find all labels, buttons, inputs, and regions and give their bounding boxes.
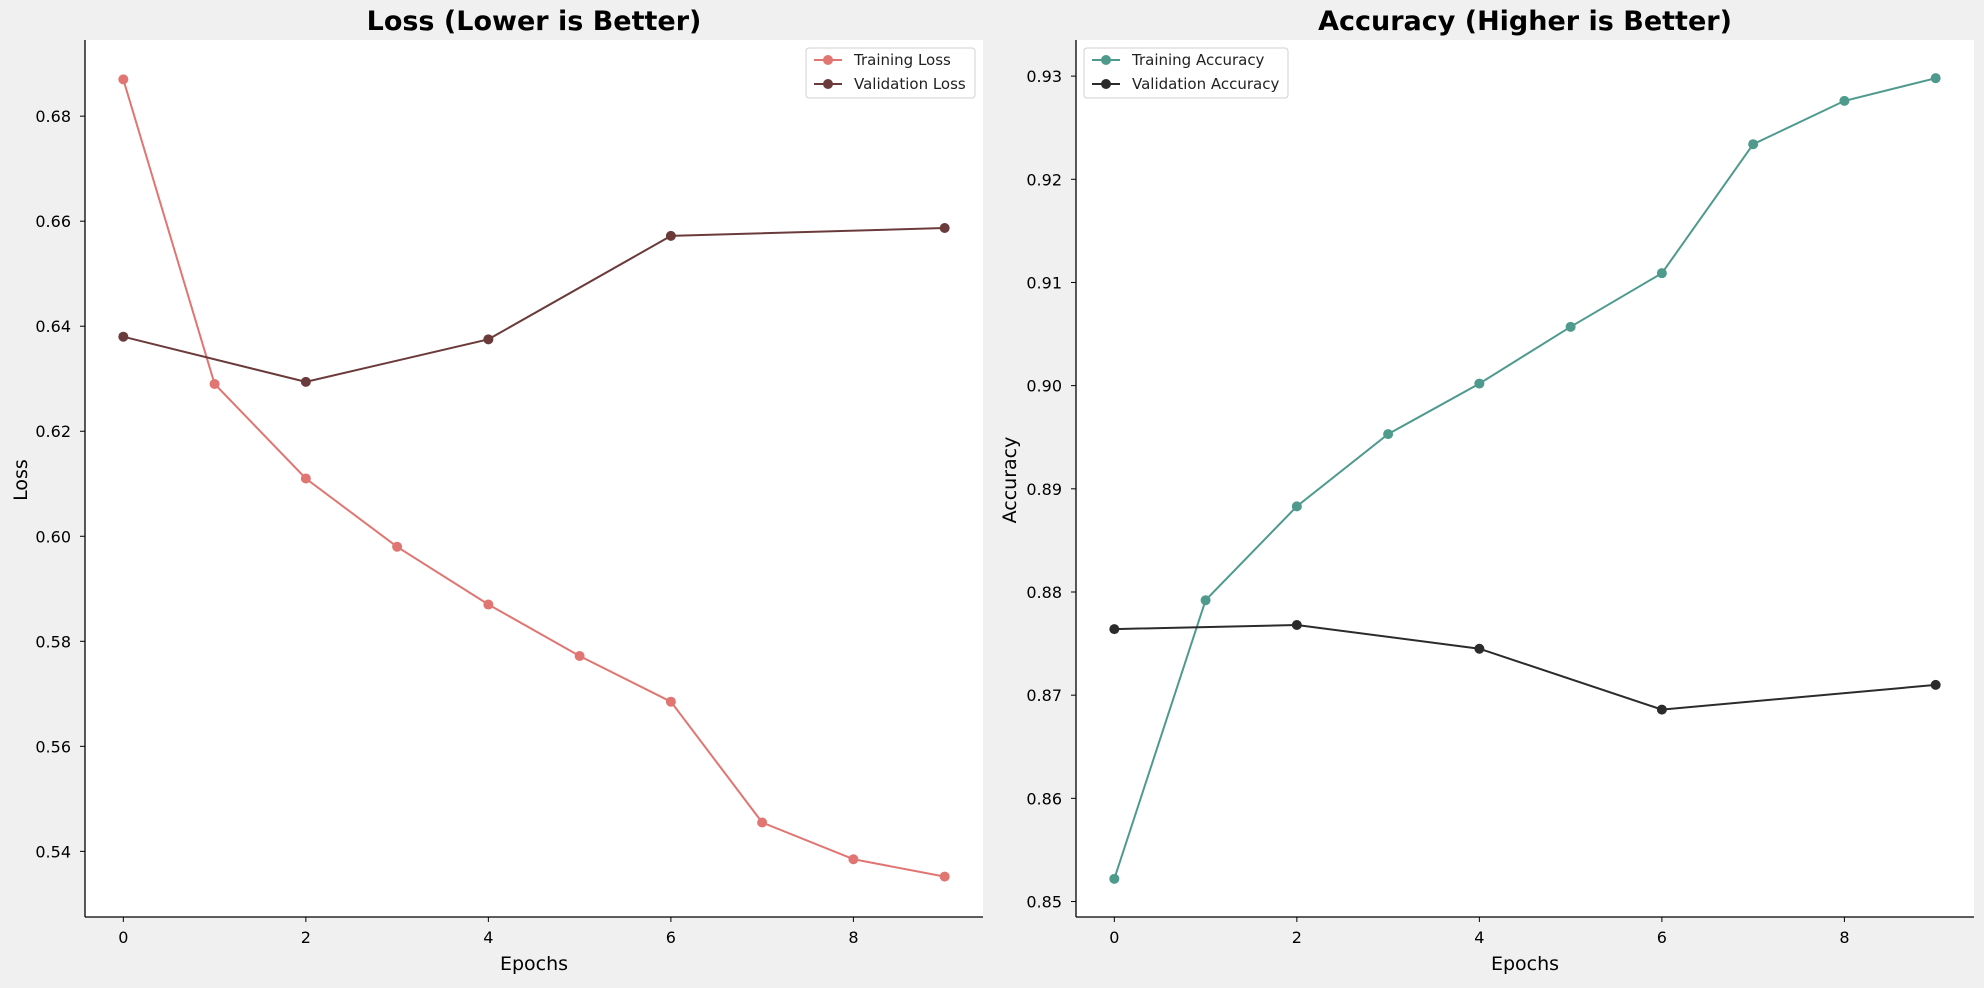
accuracy-legend: Training Accuracy Validation Accuracy xyxy=(1083,47,1289,99)
loss-legend-validation-label: Validation Loss xyxy=(854,75,966,93)
accuracy-validation-point xyxy=(1930,679,1941,690)
loss-legend-training-label: Training Loss xyxy=(853,51,951,69)
loss-x-tick-label: 4 xyxy=(483,928,493,947)
accuracy-ticks: 0 2 4 6 8 0.85 0.86 0.87 0.88 0.89 0.90 0.91 0.92 0.9… xyxy=(1026,67,1849,947)
accuracy-training-point xyxy=(1565,321,1576,332)
loss-training-point xyxy=(848,854,859,865)
accuracy-y-tick-label: 0.92 xyxy=(1026,170,1062,189)
accuracy-training-line xyxy=(1113,77,1936,880)
accuracy-y-tick-label: 0.85 xyxy=(1026,893,1062,912)
loss-training-point xyxy=(483,599,494,610)
accuracy-y-axis-label: Accuracy xyxy=(999,437,1021,524)
accuracy-training-point xyxy=(1930,73,1941,84)
loss-legend-training-marker xyxy=(823,55,833,65)
accuracy-x-tick-label: 2 xyxy=(1292,928,1302,947)
loss-series xyxy=(118,74,950,882)
loss-x-tick-label: 6 xyxy=(666,928,676,947)
accuracy-y-tick-label: 0.91 xyxy=(1026,273,1062,292)
loss-training-line xyxy=(122,79,945,878)
loss-validation-point xyxy=(665,230,676,241)
loss-training-point xyxy=(574,651,585,662)
loss-training-point xyxy=(209,378,220,389)
accuracy-training-point xyxy=(1656,268,1667,279)
loss-x-axis-label: Epochs xyxy=(500,953,568,975)
accuracy-training-point xyxy=(1748,139,1759,150)
accuracy-training-point xyxy=(1109,873,1120,884)
accuracy-validation-point xyxy=(1656,704,1667,715)
accuracy-y-tick-label: 0.90 xyxy=(1026,377,1062,396)
accuracy-legend-validation-marker xyxy=(1101,79,1111,89)
accuracy-training-point xyxy=(1200,595,1211,606)
loss-y-tick-label: 0.62 xyxy=(35,422,71,441)
loss-validation-point xyxy=(118,331,129,342)
loss-training-point xyxy=(757,817,768,828)
accuracy-y-tick-label: 0.89 xyxy=(1026,480,1062,499)
accuracy-plot-area xyxy=(1076,40,1974,917)
loss-validation-point xyxy=(300,376,311,387)
accuracy-x-tick-label: 6 xyxy=(1657,928,1667,947)
loss-validation-point xyxy=(939,223,950,234)
accuracy-training-point xyxy=(1383,429,1394,440)
accuracy-validation-point xyxy=(1109,624,1120,635)
accuracy-y-tick-label: 0.88 xyxy=(1026,583,1062,602)
accuracy-validation-point xyxy=(1474,643,1485,654)
accuracy-x-tick-label: 4 xyxy=(1474,928,1484,947)
accuracy-legend-training-marker xyxy=(1101,55,1111,65)
loss-y-tick-label: 0.60 xyxy=(35,527,71,546)
loss-y-tick-label: 0.64 xyxy=(35,317,71,336)
loss-plot-area xyxy=(85,40,983,917)
loss-y-tick-label: 0.56 xyxy=(35,737,71,756)
loss-chart: Loss (Lower is Better) Epochs Loss 0 2 4 6 8… xyxy=(10,6,983,975)
loss-y-tick-label: 0.58 xyxy=(35,632,71,651)
loss-y-axis-label: Loss xyxy=(10,459,32,501)
loss-y-tick-label: 0.66 xyxy=(35,212,71,231)
accuracy-x-tick-label: 0 xyxy=(1109,928,1119,947)
accuracy-x-tick-label: 8 xyxy=(1839,928,1849,947)
accuracy-training-point xyxy=(1291,501,1302,512)
accuracy-y-tick-label: 0.93 xyxy=(1026,67,1062,86)
accuracy-training-point xyxy=(1474,378,1485,389)
accuracy-series xyxy=(1109,73,1941,884)
loss-training-point xyxy=(939,871,950,882)
loss-y-tick-label: 0.68 xyxy=(35,107,71,126)
accuracy-training-point xyxy=(1839,95,1850,106)
loss-validation-point xyxy=(483,334,494,345)
accuracy-validation-point xyxy=(1291,620,1302,631)
accuracy-legend-box xyxy=(1083,47,1289,99)
loss-legend-box xyxy=(805,47,976,99)
accuracy-x-axis-label: Epochs xyxy=(1491,953,1559,975)
loss-chart-title: Loss (Lower is Better) xyxy=(367,6,702,37)
accuracy-legend-validation-label: Validation Accuracy xyxy=(1132,75,1279,93)
accuracy-chart: Accuracy (Higher is Better) Epochs Accur… xyxy=(999,6,1974,975)
loss-x-tick-label: 0 xyxy=(118,928,128,947)
loss-training-point xyxy=(300,473,311,484)
accuracy-y-tick-label: 0.86 xyxy=(1026,789,1062,808)
accuracy-y-tick-label: 0.87 xyxy=(1026,686,1062,705)
loss-x-tick-label: 2 xyxy=(301,928,311,947)
loss-training-point xyxy=(665,696,676,707)
loss-x-tick-label: 8 xyxy=(848,928,858,947)
accuracy-legend-training-label: Training Accuracy xyxy=(1131,51,1265,69)
loss-legend: Training Loss Validation Loss xyxy=(805,47,976,99)
loss-ticks: 0 2 4 6 8 0.54 0.56 0.58 0.60 0.62 0.64 0.66 0.68 xyxy=(35,107,858,947)
accuracy-chart-title: Accuracy (Higher is Better) xyxy=(1318,6,1732,37)
loss-y-tick-label: 0.54 xyxy=(35,842,71,861)
loss-legend-validation-marker xyxy=(823,79,833,89)
loss-training-point xyxy=(392,541,403,552)
loss-training-point xyxy=(118,74,129,85)
